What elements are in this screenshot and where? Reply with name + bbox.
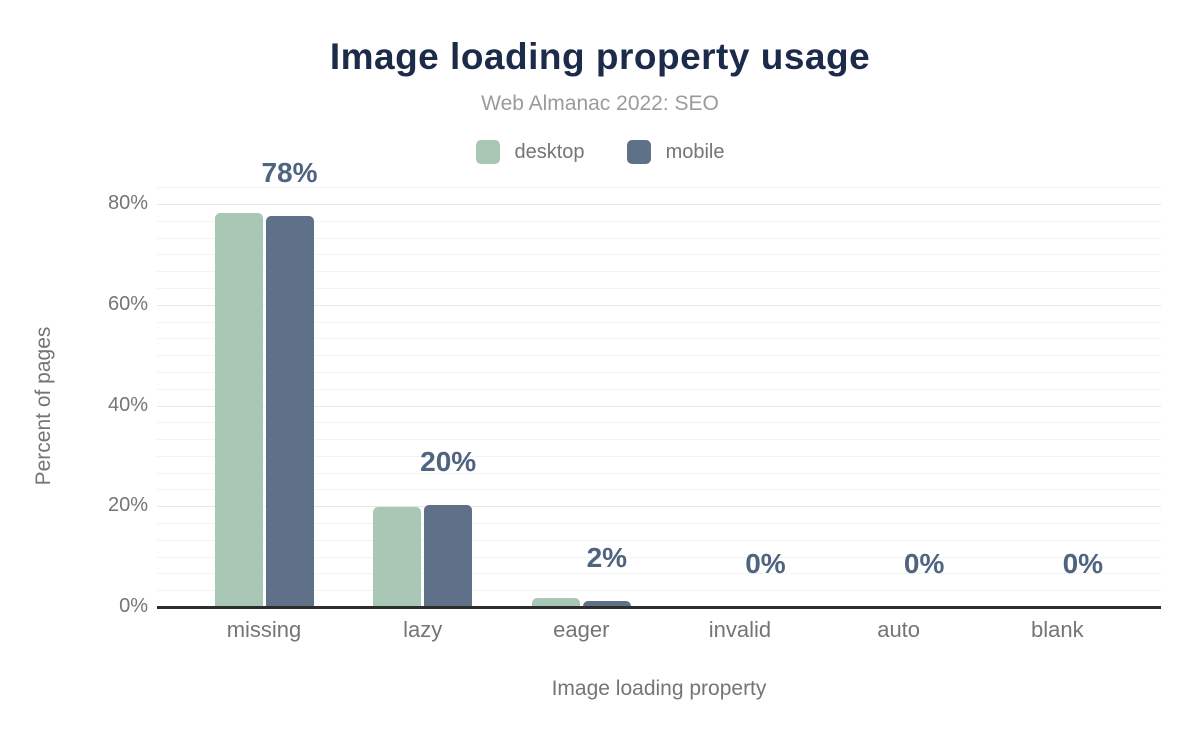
bar-mobile-lazy[interactable] — [424, 504, 473, 607]
x-axis-title: Image loading property — [551, 677, 767, 700]
gridline-minor — [157, 220, 1161, 222]
gridline-minor — [157, 590, 1161, 592]
gridline-minor — [157, 556, 1161, 558]
legend-label-desktop: desktop — [514, 140, 585, 163]
y-tick-label-60: 60% — [107, 292, 148, 315]
gridline-minor — [157, 355, 1161, 357]
chart-legend: desktop mobile — [0, 140, 1200, 164]
gridline-minor — [157, 271, 1161, 273]
x-tick-label-lazy: lazy — [403, 617, 443, 642]
gridline-minor — [157, 472, 1161, 474]
gridline-minor — [157, 573, 1161, 575]
gridline-major-60 — [157, 304, 1161, 306]
gridline-minor — [157, 523, 1161, 525]
x-axis-baseline — [157, 606, 1161, 609]
gridline-minor — [157, 371, 1161, 373]
gridline-minor — [157, 455, 1161, 457]
x-tick-label-eager: eager — [553, 617, 610, 642]
gridline-minor — [157, 237, 1161, 239]
chart-title: Image loading property usage — [329, 36, 871, 77]
y-axis-title: Percent of pages — [32, 326, 55, 486]
gridline-minor — [157, 321, 1161, 323]
gridline-minor — [157, 489, 1161, 491]
gridline-major-40 — [157, 405, 1161, 407]
y-tick-label-80: 80% — [107, 192, 148, 214]
legend-label-mobile: mobile — [665, 140, 725, 163]
bar-mobile-eager[interactable] — [582, 600, 631, 607]
bar-desktop-eager[interactable] — [531, 598, 580, 607]
x-tick-label-blank: blank — [1031, 617, 1084, 642]
bar-desktop-lazy[interactable] — [373, 506, 422, 607]
gridline-minor — [157, 187, 1161, 189]
y-tick-label-20: 20% — [107, 494, 148, 517]
legend-item-mobile[interactable]: mobile — [626, 140, 725, 164]
bar-label-blank: 0% — [1062, 548, 1104, 579]
bar-label-auto: 0% — [903, 548, 945, 579]
bar-mobile-missing[interactable] — [265, 215, 314, 607]
gridline-minor — [157, 422, 1161, 424]
bar-label-eager: 2% — [586, 541, 628, 573]
gridline-minor — [157, 539, 1161, 541]
chart-subtitle: Web Almanac 2022: SEO — [481, 92, 719, 115]
gridline-minor — [157, 439, 1161, 441]
x-tick-label-auto: auto — [877, 617, 921, 642]
x-tick-label-invalid: invalid — [708, 617, 772, 642]
y-tick-label-0: 0% — [119, 595, 148, 617]
gridline-minor — [157, 254, 1161, 256]
x-tick-label-missing: missing — [226, 617, 302, 642]
gridline-minor — [157, 287, 1161, 289]
bar-desktop-missing[interactable] — [214, 213, 263, 607]
gridline-major-20 — [157, 506, 1161, 508]
legend-swatch-mobile — [626, 140, 651, 164]
legend-item-desktop[interactable]: desktop — [475, 140, 585, 164]
gridline-minor — [157, 388, 1161, 390]
legend-swatch-desktop — [475, 140, 500, 164]
gridline-minor — [157, 338, 1161, 340]
gridline-major-80 — [157, 204, 1161, 205]
y-tick-label-40: 40% — [107, 393, 148, 416]
bar-label-invalid: 0% — [745, 548, 786, 579]
bar-label-lazy: 20% — [420, 445, 477, 477]
bar-label-missing: 78% — [261, 156, 318, 188]
